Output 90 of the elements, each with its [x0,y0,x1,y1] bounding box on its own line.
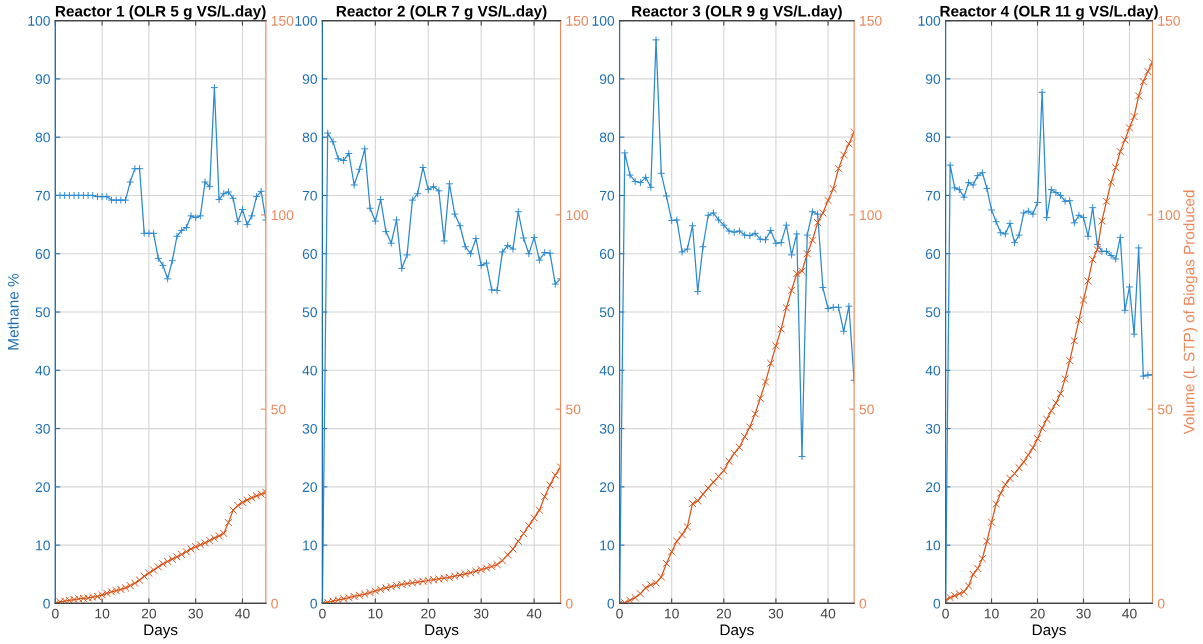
y-tick-label: 20 [302,482,317,493]
x-tick-label: 20 [141,608,157,619]
x-tick-label: 0 [942,608,949,619]
y-tick-label: 50 [302,307,317,318]
y2-tick-label: 150 [566,15,589,26]
x-tick-label: 0 [616,608,623,619]
y2-tick-label: 0 [859,598,867,609]
x-tick-label: 10 [984,608,999,619]
x-axis-title: Days [144,624,178,639]
y-tick-label: 20 [35,482,50,493]
y-tick-label: 40 [599,365,615,376]
y2-tick-label: 150 [1158,15,1180,26]
y-tick-label: 40 [925,365,941,376]
y-tick-label: 30 [925,423,941,434]
y-tick-label: 0 [933,598,941,609]
y-tick-label: 80 [302,132,317,143]
x-tick-label: 40 [820,608,836,619]
y-tick-label: 70 [35,190,50,201]
y-tick-label: 100 [295,15,317,26]
x-tick-label: 10 [368,608,383,619]
y-tick-label: 10 [926,540,941,551]
x-tick-label: 30 [768,608,784,619]
x-tick-label: 20 [421,608,436,619]
x-axis-title: Days [1032,624,1066,639]
y-tick-label: 60 [35,249,50,259]
chart-title: Reactor 2 (OLR 7 g VS/L.day) [336,5,547,20]
y2-tick-label: 150 [860,15,882,26]
y-tick-label: 30 [599,423,615,434]
x-tick-label: 20 [716,608,731,619]
y2-tick-label: 50 [271,404,286,415]
y2-tick-label: 0 [1157,598,1165,609]
x-tick-label: 40 [235,608,250,619]
y2-tick-label: 50 [566,404,581,415]
y2-tick-label: 0 [271,598,278,609]
y-tick-label: 90 [599,74,615,85]
y-tick-label: 80 [35,132,50,143]
x-tick-label: 40 [526,608,542,619]
y-tick-label: 50 [35,307,50,318]
x-tick-label: 30 [474,608,489,619]
y-tick-label: 0 [607,598,615,609]
y-tick-label: 80 [925,132,941,143]
y-tick-label: 90 [302,74,317,85]
y-tick-label: 10 [600,540,615,551]
x-axis-title: Days [720,624,754,639]
x-axis-title: Days [425,624,459,639]
y2-tick-label: 150 [271,15,294,26]
y-tick-label: 20 [599,482,615,493]
chart-title: Reactor 4 (OLR 11 g VS/L.day) [940,5,1158,20]
y-tick-label: 70 [302,190,317,201]
x-tick-label: 0 [319,608,326,619]
y2-tick-label: 100 [271,210,294,221]
chart-title: Reactor 1 (OLR 5 g VS/L.day) [55,5,266,20]
y-tick-label: 50 [925,307,941,318]
y-tick-label: 40 [35,365,50,376]
y2-tick-label: 100 [1158,210,1180,221]
y-tick-label: 60 [925,249,941,259]
y-tick-label: 30 [302,423,317,434]
y2-tick-label: 0 [566,598,573,609]
x-tick-label: 10 [95,608,110,619]
y-tick-label: 60 [599,249,615,259]
y-tick-label: 10 [36,540,50,551]
x-tick-label: 20 [1030,608,1045,619]
x-tick-label: 10 [665,608,679,619]
chart-title: Reactor 3 (OLR 9 g VS/L.day) [632,5,842,20]
y-tick-label: 70 [925,190,941,201]
y-tick-label: 100 [28,15,50,26]
y2-tick-label: 100 [566,210,589,221]
y-tick-label: 50 [599,307,615,318]
y-tick-label: 90 [925,74,941,85]
y-tick-label: 20 [925,482,941,493]
y-tick-label: 70 [599,190,615,201]
y2-axis-title: Volume (L STP) of Biogas Produced [1183,190,1198,435]
x-tick-label: 30 [188,608,203,619]
y-tick-label: 40 [302,365,317,376]
y-axis-title: Methane % [7,273,19,350]
y2-tick-label: 50 [859,404,874,415]
x-tick-label: 0 [52,608,59,619]
y-tick-label: 80 [599,132,615,143]
y-tick-label: 10 [303,540,317,551]
x-tick-label: 40 [1122,608,1137,619]
y2-tick-label: 100 [860,210,882,221]
y-tick-label: 90 [35,74,50,85]
y-tick-label: 100 [918,15,941,26]
y2-tick-label: 50 [1157,404,1173,415]
y-tick-label: 0 [310,598,317,609]
y-tick-label: 30 [35,423,50,434]
y-tick-label: 60 [302,249,317,259]
y-tick-label: 100 [592,15,615,26]
y-tick-label: 0 [43,598,50,609]
x-tick-label: 30 [1076,608,1091,619]
